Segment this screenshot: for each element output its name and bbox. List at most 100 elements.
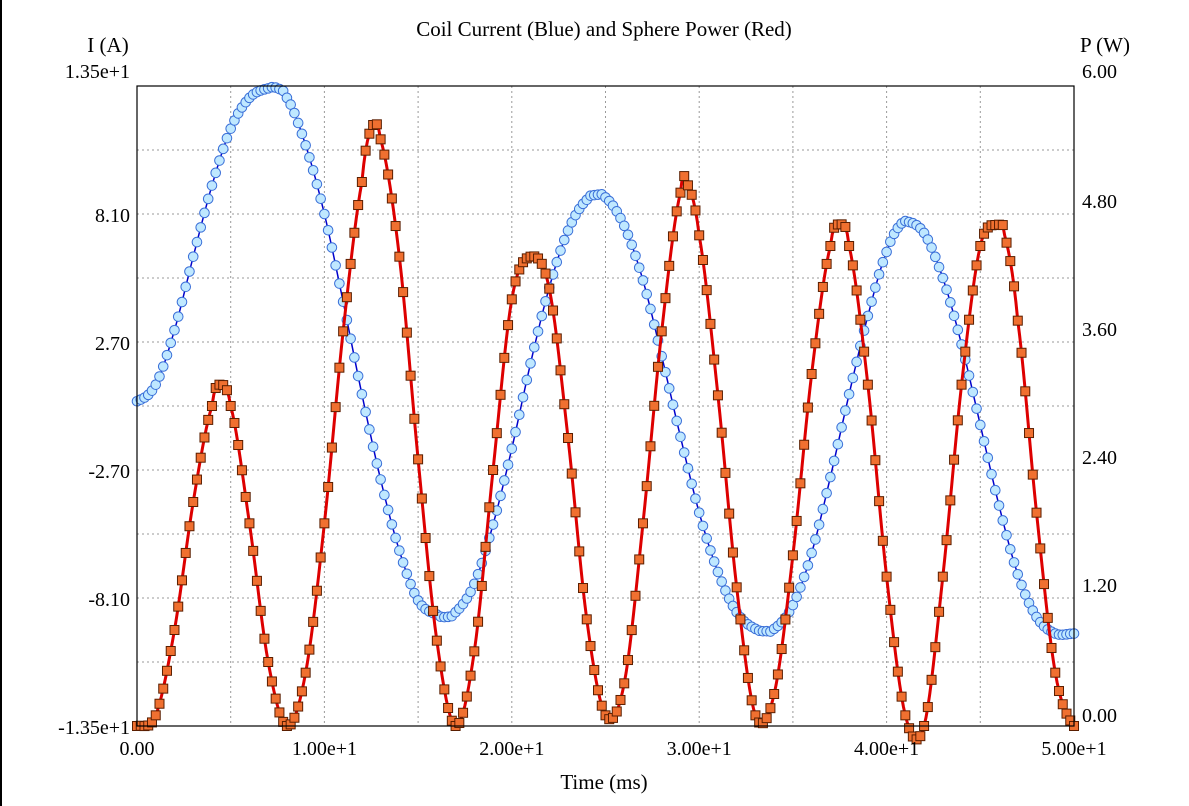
current-marker bbox=[540, 295, 551, 307]
current-marker bbox=[945, 297, 956, 308]
power-marker bbox=[1009, 281, 1020, 292]
power-marker bbox=[255, 605, 266, 616]
power-marker bbox=[844, 241, 855, 251]
power-marker bbox=[716, 427, 727, 438]
power-marker bbox=[825, 241, 836, 251]
power-marker bbox=[353, 200, 364, 211]
current-marker bbox=[375, 474, 386, 485]
x-tick-label: 3.00e+1 bbox=[667, 738, 732, 760]
right-tick-label: 6.00 bbox=[1082, 61, 1117, 83]
grid bbox=[137, 86, 1074, 726]
power-marker bbox=[956, 379, 967, 390]
current-marker bbox=[716, 576, 727, 587]
right-tick-label: 0.00 bbox=[1082, 705, 1117, 727]
power-marker bbox=[161, 665, 172, 676]
power-marker bbox=[311, 585, 322, 596]
power-marker bbox=[263, 657, 274, 667]
current-marker bbox=[292, 117, 304, 129]
current-marker bbox=[810, 534, 821, 545]
current-marker bbox=[825, 471, 836, 483]
power-marker bbox=[889, 637, 900, 648]
power-marker bbox=[630, 590, 641, 601]
power-marker bbox=[548, 305, 559, 316]
power-marker bbox=[596, 700, 607, 711]
current-marker bbox=[622, 229, 634, 241]
power-marker bbox=[817, 281, 828, 292]
power-marker bbox=[637, 518, 648, 529]
current-marker bbox=[795, 582, 806, 593]
power-marker bbox=[645, 441, 656, 452]
power-marker bbox=[615, 694, 626, 705]
power-marker bbox=[300, 667, 311, 678]
x-tick-label: 5.00e+1 bbox=[1041, 738, 1106, 760]
current-marker bbox=[840, 405, 851, 416]
current-marker bbox=[506, 443, 518, 454]
current-marker bbox=[401, 568, 413, 580]
plot-area-border bbox=[136, 85, 1075, 727]
power-marker bbox=[934, 606, 945, 617]
power-marker bbox=[510, 276, 521, 287]
current-marker bbox=[495, 490, 506, 502]
power-marker bbox=[439, 684, 450, 695]
current-marker bbox=[289, 107, 300, 119]
power-marker bbox=[690, 205, 701, 216]
current-marker bbox=[300, 139, 311, 151]
current-marker bbox=[791, 591, 802, 603]
power-marker bbox=[1005, 256, 1016, 267]
current-marker bbox=[986, 468, 997, 480]
power-marker bbox=[949, 454, 960, 465]
power-marker bbox=[555, 365, 566, 376]
left-tick-label: 2.70 bbox=[95, 333, 130, 355]
x-tick-label: 2.00e+1 bbox=[479, 738, 544, 760]
power-marker bbox=[233, 439, 244, 450]
current-marker bbox=[851, 356, 862, 368]
power-marker bbox=[315, 552, 326, 563]
power-marker bbox=[383, 169, 394, 180]
power-marker bbox=[851, 285, 862, 296]
current-marker bbox=[873, 268, 885, 280]
current-marker bbox=[712, 566, 724, 578]
power-marker bbox=[270, 693, 281, 704]
power-marker bbox=[540, 268, 551, 279]
current-marker bbox=[667, 399, 679, 410]
power-marker bbox=[195, 452, 206, 463]
left-tick-label: -1.35e+1 bbox=[58, 717, 130, 739]
power-marker bbox=[795, 478, 806, 489]
power-marker bbox=[401, 327, 412, 338]
power-marker bbox=[701, 285, 712, 296]
x-tick-label: 4.00e+1 bbox=[854, 738, 919, 760]
power-marker bbox=[855, 314, 866, 325]
current-marker bbox=[937, 272, 949, 284]
power-marker bbox=[964, 314, 975, 325]
current-marker bbox=[199, 207, 210, 219]
current-marker bbox=[1016, 579, 1027, 591]
power-marker bbox=[424, 571, 435, 582]
current-marker bbox=[334, 278, 345, 289]
power-marker bbox=[866, 415, 877, 426]
current-marker bbox=[304, 152, 315, 163]
current-marker bbox=[682, 462, 694, 474]
power-marker bbox=[259, 633, 270, 644]
current-marker bbox=[975, 419, 986, 431]
power-marker bbox=[731, 582, 742, 593]
power-marker bbox=[236, 465, 247, 476]
current-marker bbox=[176, 296, 188, 308]
current-marker bbox=[678, 447, 690, 458]
left-tick-label: 1.35e+1 bbox=[65, 61, 130, 83]
current-marker bbox=[993, 500, 1005, 511]
power-marker bbox=[671, 206, 682, 217]
power-marker bbox=[656, 326, 667, 337]
power-marker bbox=[461, 691, 472, 702]
current-marker bbox=[322, 224, 334, 236]
power-marker bbox=[765, 703, 776, 714]
current-marker bbox=[663, 383, 675, 394]
series-layer bbox=[131, 81, 1080, 745]
current-marker bbox=[963, 370, 975, 381]
power-marker bbox=[296, 686, 307, 697]
power-marker bbox=[1016, 347, 1027, 358]
current-marker bbox=[345, 333, 356, 344]
power-marker bbox=[660, 293, 671, 304]
power-marker bbox=[697, 254, 708, 265]
current-marker bbox=[161, 349, 173, 361]
power-marker bbox=[1046, 643, 1057, 654]
